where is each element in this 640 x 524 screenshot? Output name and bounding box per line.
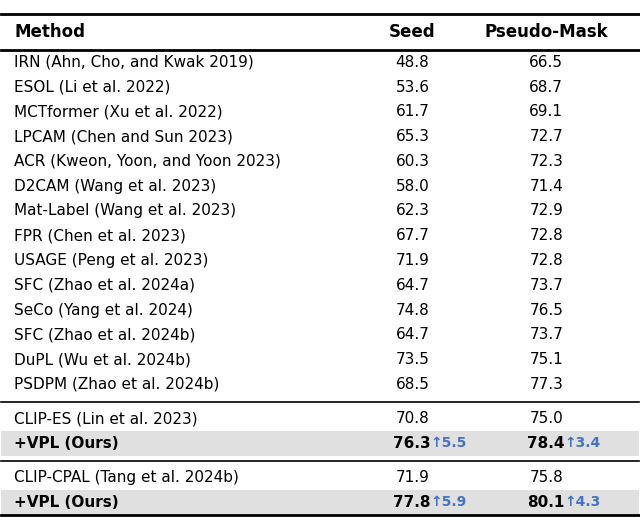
FancyBboxPatch shape	[1, 431, 639, 456]
Text: 62.3: 62.3	[396, 203, 429, 219]
Text: USAGE (Peng et al. 2023): USAGE (Peng et al. 2023)	[14, 253, 209, 268]
Text: LPCAM (Chen and Sun 2023): LPCAM (Chen and Sun 2023)	[14, 129, 233, 144]
Text: 61.7: 61.7	[396, 104, 429, 119]
Text: 64.7: 64.7	[396, 278, 429, 293]
FancyBboxPatch shape	[1, 489, 639, 515]
Text: SeCo (Yang et al. 2024): SeCo (Yang et al. 2024)	[14, 303, 193, 318]
Text: Mat-Label (Wang et al. 2023): Mat-Label (Wang et al. 2023)	[14, 203, 236, 219]
Text: CLIP-CPAL (Tang et al. 2024b): CLIP-CPAL (Tang et al. 2024b)	[14, 470, 239, 485]
Text: +VPL (Ours): +VPL (Ours)	[14, 436, 119, 451]
Text: SFC (Zhao et al. 2024b): SFC (Zhao et al. 2024b)	[14, 328, 195, 342]
Text: 80.1: 80.1	[527, 495, 564, 510]
Text: 68.7: 68.7	[529, 80, 563, 94]
Text: IRN (Ahn, Cho, and Kwak 2019): IRN (Ahn, Cho, and Kwak 2019)	[14, 54, 254, 70]
Text: 53.6: 53.6	[396, 80, 429, 94]
Text: 76.3: 76.3	[394, 436, 431, 451]
Text: 78.4: 78.4	[527, 436, 564, 451]
Text: +VPL (Ours): +VPL (Ours)	[14, 495, 119, 510]
Text: MCTformer (Xu et al. 2022): MCTformer (Xu et al. 2022)	[14, 104, 223, 119]
Text: 72.7: 72.7	[529, 129, 563, 144]
Text: DuPL (Wu et al. 2024b): DuPL (Wu et al. 2024b)	[14, 352, 191, 367]
Text: 68.5: 68.5	[396, 377, 429, 392]
Text: 66.5: 66.5	[529, 54, 563, 70]
Text: ↑3.4: ↑3.4	[564, 436, 600, 451]
Text: 72.9: 72.9	[529, 203, 563, 219]
Text: 73.7: 73.7	[529, 278, 563, 293]
Text: ↑4.3: ↑4.3	[564, 495, 600, 509]
Text: 75.8: 75.8	[529, 470, 563, 485]
Text: 65.3: 65.3	[396, 129, 429, 144]
Text: 75.0: 75.0	[529, 411, 563, 426]
Text: 72.8: 72.8	[529, 228, 563, 243]
Text: 76.5: 76.5	[529, 303, 563, 318]
Text: PSDPM (Zhao et al. 2024b): PSDPM (Zhao et al. 2024b)	[14, 377, 220, 392]
Text: 71.4: 71.4	[529, 179, 563, 194]
Text: 77.8: 77.8	[394, 495, 431, 510]
Text: ↑5.9: ↑5.9	[430, 495, 467, 509]
Text: ↑5.5: ↑5.5	[430, 436, 467, 451]
Text: 71.9: 71.9	[396, 470, 429, 485]
Text: 67.7: 67.7	[396, 228, 429, 243]
Text: 69.1: 69.1	[529, 104, 563, 119]
Text: SFC (Zhao et al. 2024a): SFC (Zhao et al. 2024a)	[14, 278, 195, 293]
Text: Method: Method	[14, 23, 85, 41]
Text: 60.3: 60.3	[396, 154, 429, 169]
Text: Pseudo-Mask: Pseudo-Mask	[484, 23, 608, 41]
Text: Seed: Seed	[389, 23, 436, 41]
Text: 72.8: 72.8	[529, 253, 563, 268]
Text: 70.8: 70.8	[396, 411, 429, 426]
Text: 73.7: 73.7	[529, 328, 563, 342]
Text: 75.1: 75.1	[529, 352, 563, 367]
Text: CLIP-ES (Lin et al. 2023): CLIP-ES (Lin et al. 2023)	[14, 411, 198, 426]
Text: D2CAM (Wang et al. 2023): D2CAM (Wang et al. 2023)	[14, 179, 216, 194]
Text: 74.8: 74.8	[396, 303, 429, 318]
Text: 64.7: 64.7	[396, 328, 429, 342]
Text: 72.3: 72.3	[529, 154, 563, 169]
Text: 71.9: 71.9	[396, 253, 429, 268]
Text: ESOL (Li et al. 2022): ESOL (Li et al. 2022)	[14, 80, 170, 94]
Text: 73.5: 73.5	[396, 352, 429, 367]
Text: 48.8: 48.8	[396, 54, 429, 70]
Text: 58.0: 58.0	[396, 179, 429, 194]
Text: FPR (Chen et al. 2023): FPR (Chen et al. 2023)	[14, 228, 186, 243]
Text: ACR (Kweon, Yoon, and Yoon 2023): ACR (Kweon, Yoon, and Yoon 2023)	[14, 154, 281, 169]
Text: 77.3: 77.3	[529, 377, 563, 392]
